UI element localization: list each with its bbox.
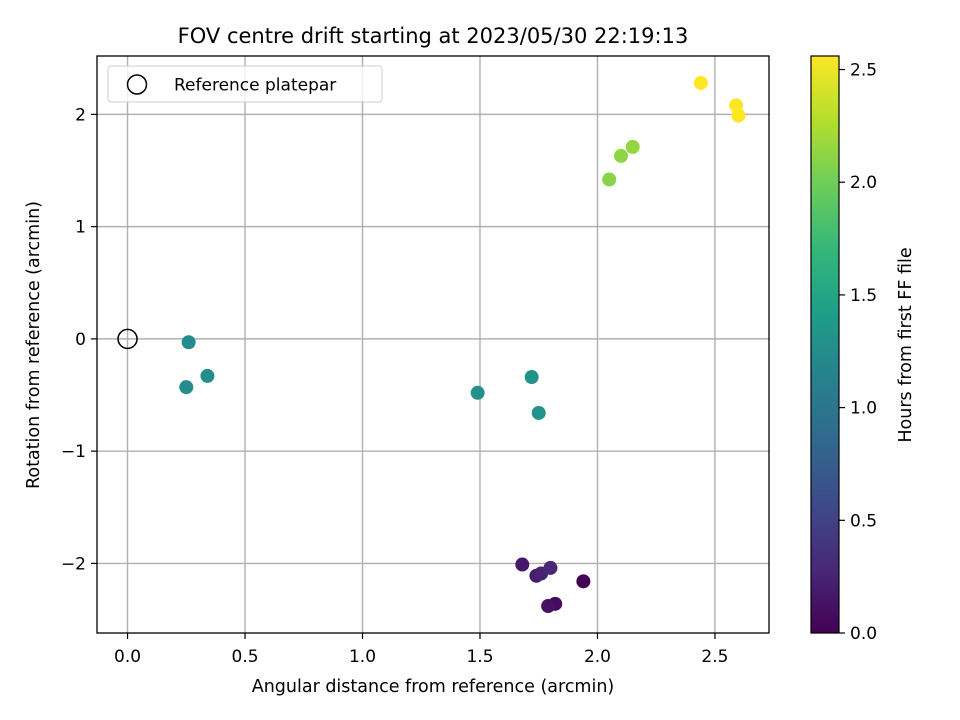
legend-label-reference: Reference platepar xyxy=(174,76,336,96)
data-point xyxy=(181,335,196,350)
data-point xyxy=(731,108,746,123)
data-points xyxy=(117,75,746,614)
legend: Reference platepar xyxy=(107,65,383,103)
colorbar-tick-label: 1.5 xyxy=(850,286,877,306)
y-tick-label: −1 xyxy=(61,442,86,462)
x-axis-label: Angular distance from reference (arcmin) xyxy=(252,677,615,697)
y-axis-label: Rotation from reference (arcmin) xyxy=(24,201,44,489)
colorbar-frame xyxy=(810,55,840,634)
data-point xyxy=(602,172,617,187)
x-tick-label: 2.0 xyxy=(584,647,611,667)
colorbar-tick-label: 2.0 xyxy=(850,173,877,193)
colorbar-label: Hours from first FF file xyxy=(896,247,916,442)
data-point xyxy=(200,368,215,383)
plot-frame xyxy=(96,55,770,634)
colorbar-tick-label: 0.0 xyxy=(850,624,877,644)
colorbar-ticks: 0.0 0.5 1.0 1.5 2.0 2.5 xyxy=(839,61,877,644)
y-tick-label: −2 xyxy=(61,554,86,574)
colorbar-tick-label: 1.0 xyxy=(850,399,877,419)
data-point xyxy=(625,139,640,154)
y-tick-label: 1 xyxy=(75,218,86,238)
data-point xyxy=(515,557,530,572)
x-tick-label: 2.5 xyxy=(701,647,728,667)
colorbar-tick-label: 2.5 xyxy=(850,61,877,81)
axis-ticks: 0.0 0.5 1.0 1.5 2.0 2.5 −2 −1 0 1 2 xyxy=(61,105,729,667)
y-tick-label: 2 xyxy=(75,105,86,125)
x-tick-label: 1.5 xyxy=(466,647,493,667)
chart-title: FOV centre drift starting at 2023/05/30 … xyxy=(178,24,689,48)
data-point xyxy=(179,380,194,395)
data-point xyxy=(524,370,539,385)
data-point xyxy=(693,75,708,90)
colorbar-gradient xyxy=(811,56,839,633)
x-tick-label: 0.5 xyxy=(232,647,259,667)
reference-platepar-marker xyxy=(117,328,138,350)
data-point xyxy=(543,560,558,575)
data-point xyxy=(576,574,591,589)
legend-marker-reference xyxy=(126,74,148,95)
data-point xyxy=(541,599,556,614)
colorbar-tick-label: 0.5 xyxy=(850,511,877,531)
data-point xyxy=(531,405,546,420)
colorbar: 0.0 0.5 1.0 1.5 2.0 2.5 Hours from first FF f… xyxy=(810,55,916,644)
data-point xyxy=(613,148,628,163)
x-tick-label: 1.0 xyxy=(349,647,376,667)
grid xyxy=(97,56,769,633)
data-point xyxy=(470,385,485,400)
x-tick-label: 0.0 xyxy=(114,647,141,667)
legend-box xyxy=(107,65,383,103)
y-tick-label: 0 xyxy=(75,330,86,350)
